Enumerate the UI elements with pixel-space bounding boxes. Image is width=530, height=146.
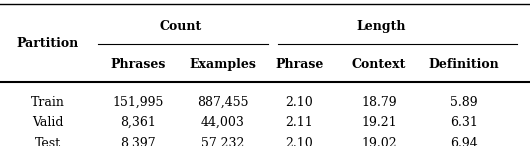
Text: 2.11: 2.11 xyxy=(286,116,313,129)
Text: Test: Test xyxy=(34,137,61,146)
Text: 2.10: 2.10 xyxy=(286,137,313,146)
Text: Phrase: Phrase xyxy=(275,58,324,71)
Text: 6.94: 6.94 xyxy=(450,137,478,146)
Text: Valid: Valid xyxy=(32,116,64,129)
Text: Partition: Partition xyxy=(16,36,79,50)
Text: 6.31: 6.31 xyxy=(450,116,478,129)
Text: Train: Train xyxy=(31,96,65,109)
Text: 887,455: 887,455 xyxy=(197,96,249,109)
Text: Count: Count xyxy=(159,20,201,33)
Text: 57,232: 57,232 xyxy=(201,137,244,146)
Text: 2.10: 2.10 xyxy=(286,96,313,109)
Text: 8,361: 8,361 xyxy=(120,116,156,129)
Text: Length: Length xyxy=(357,20,407,33)
Text: Context: Context xyxy=(352,58,406,71)
Text: 19.21: 19.21 xyxy=(361,116,397,129)
Text: Definition: Definition xyxy=(428,58,499,71)
Text: 18.79: 18.79 xyxy=(361,96,397,109)
Text: 5.89: 5.89 xyxy=(450,96,478,109)
Text: Examples: Examples xyxy=(189,58,256,71)
Text: Phrases: Phrases xyxy=(110,58,165,71)
Text: 19.02: 19.02 xyxy=(361,137,397,146)
Text: 44,003: 44,003 xyxy=(201,116,244,129)
Text: 8,397: 8,397 xyxy=(120,137,156,146)
Text: 151,995: 151,995 xyxy=(112,96,163,109)
